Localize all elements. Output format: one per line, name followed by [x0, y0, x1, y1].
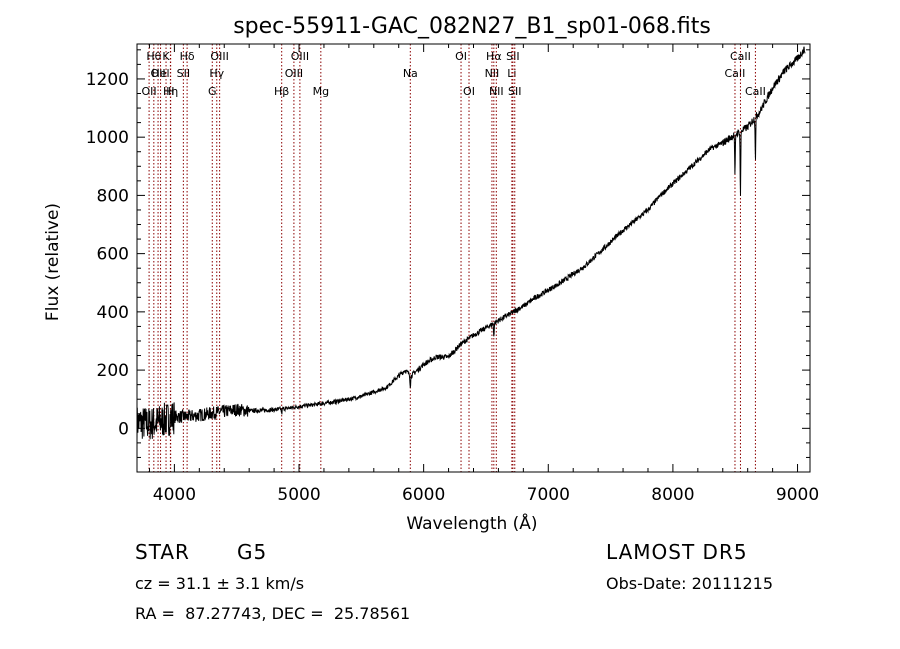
y-tick-label: 800: [97, 186, 129, 206]
spectral-line-label: Hβ: [274, 85, 289, 98]
spectral-line-label: OII: [150, 67, 165, 80]
redshift-label: cz = 31.1 ± 3.1 km/s: [135, 574, 305, 593]
y-tick-label: 1000: [86, 128, 129, 148]
spectral-line-label: OIII: [210, 50, 228, 63]
spectral-line-label: Na: [403, 67, 418, 80]
spectral-line-label: Hδ: [180, 50, 195, 63]
y-tick-label: 400: [97, 303, 129, 323]
spectral-line-label: Mg: [313, 85, 329, 98]
y-tick-label: 0: [118, 419, 129, 439]
spectral-line-label: Hel: [152, 67, 170, 80]
spectral-line-label: OII: [142, 85, 157, 98]
y-axis: 0 200 400 600 800 1000 1200: [86, 49, 810, 458]
spectral-line-label: H: [166, 85, 174, 98]
x-tick-label: 4000: [153, 485, 196, 505]
obs-date: Obs-Date: 20111215: [606, 574, 774, 593]
x-tick-label: 9000: [776, 485, 819, 505]
spectral-line-label: NII: [489, 85, 504, 98]
object-class: STAR: [135, 540, 190, 564]
spectral-line-label: Hη: [163, 85, 178, 98]
spectral-line-label: CaII: [730, 50, 751, 63]
survey-name: LAMOST DR5: [606, 540, 748, 564]
x-tick-label: 7000: [527, 485, 570, 505]
y-axis-label: Flux (relative): [43, 203, 63, 321]
x-tick-label: 6000: [402, 485, 445, 505]
spectral-line-label: Hγ: [209, 67, 224, 80]
spectral-line-label: G: [208, 85, 217, 98]
y-tick-label: 200: [97, 361, 129, 381]
spectral-line-label: SII: [506, 50, 519, 63]
x-tick-label: 8000: [651, 485, 694, 505]
spectral-line-label: CaII: [745, 85, 766, 98]
spectral-line-label: Hα: [486, 50, 502, 63]
x-tick-label: 5000: [277, 485, 320, 505]
spectral-subclass: G5: [237, 540, 268, 564]
chart-title: spec-55911-GAC_082N27_B1_sp01-068.fits: [233, 14, 711, 39]
y-tick-label: 1200: [86, 70, 129, 90]
coordinates: RA = 87.27743, DEC = 25.78561: [135, 604, 411, 623]
spectral-line-label: K: [162, 50, 170, 63]
spectral-line-label: OI: [463, 85, 475, 98]
spectral-line-label: NII: [485, 67, 500, 80]
x-axis-label: Wavelength (Å): [406, 512, 537, 534]
spectral-line-label: CaII: [725, 67, 746, 80]
spectral-line-label: Hθ: [146, 50, 161, 63]
x-axis: 4000 5000 6000 7000 8000 9000: [148, 44, 819, 505]
y-tick-label: 600: [97, 245, 129, 265]
spectrum-line: [136, 46, 806, 441]
spectral-line-label: Li: [507, 67, 516, 80]
spectral-line-label: SII: [177, 67, 190, 80]
spectral-line-label: OI: [455, 50, 467, 63]
spectral-line-label: OIII: [291, 50, 309, 63]
spectral-line-label: OIII: [285, 67, 303, 80]
spectral-line-label: SII: [508, 85, 521, 98]
spectral-line-markers: OIIHθOIIHelKHηHSIIHδGHγOIIIHβOIIIOIIIMgN…: [142, 44, 766, 472]
